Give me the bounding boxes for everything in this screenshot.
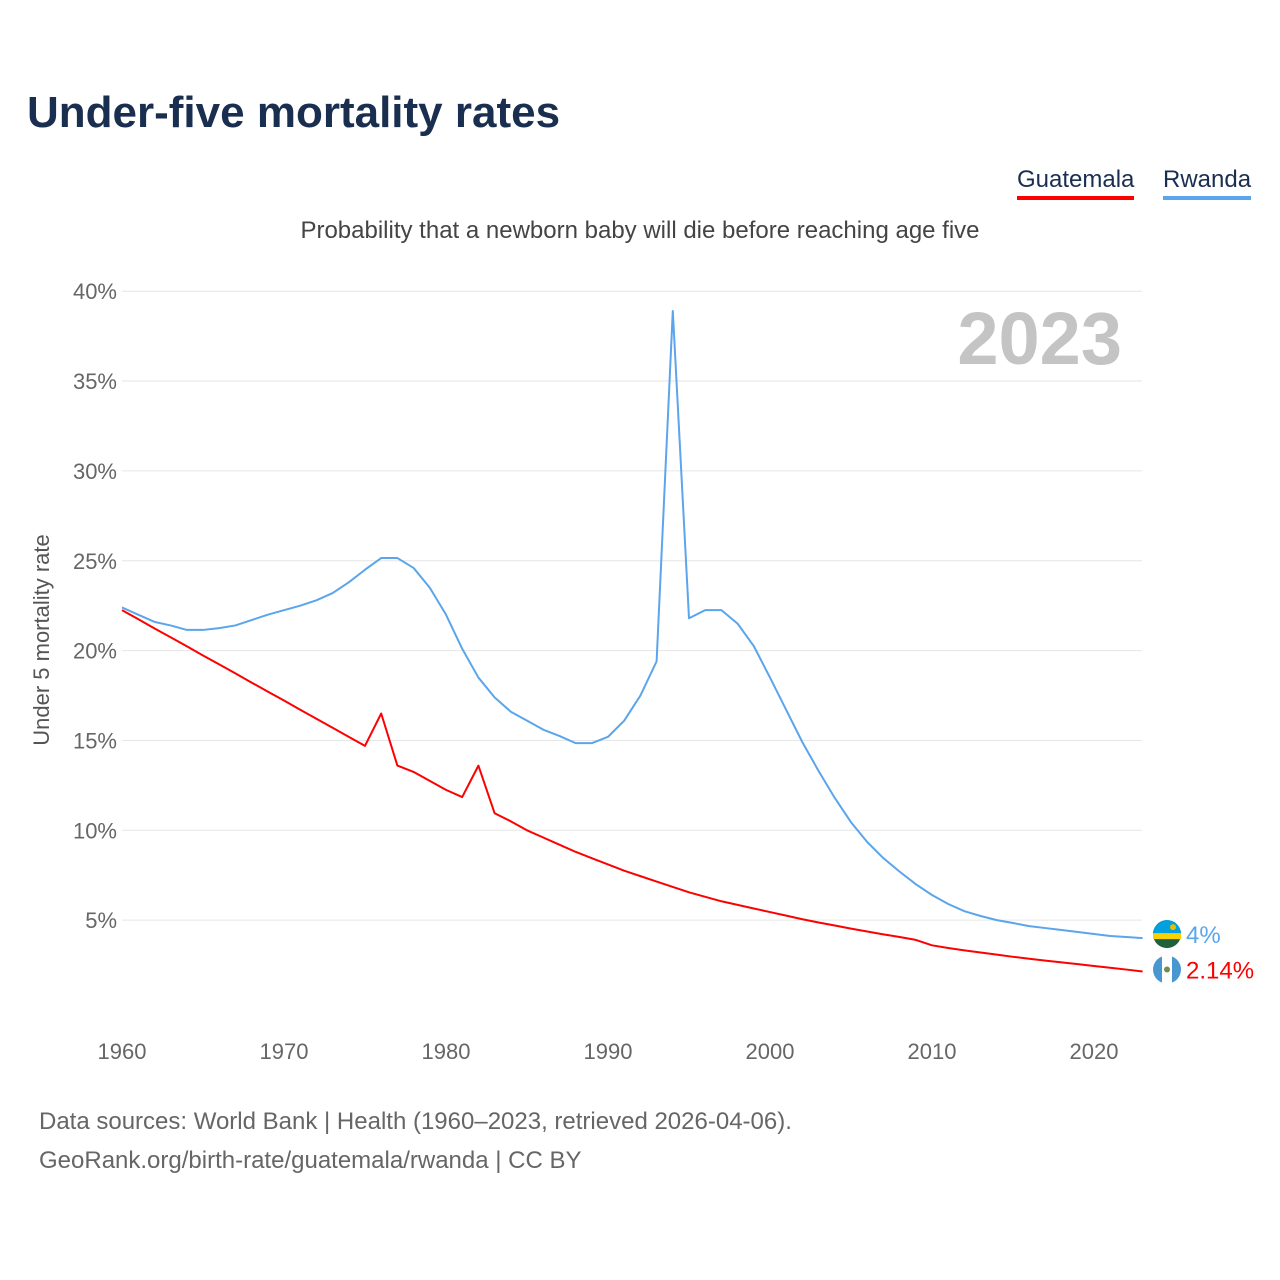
legend-guatemala[interactable]: Guatemala: [1017, 166, 1135, 200]
flag-sun: [1170, 924, 1176, 931]
current-year-label: 2023: [957, 297, 1122, 380]
end-value-label-guatemala: 2.14%: [1186, 958, 1254, 985]
y-tick-label: 5%: [85, 908, 117, 933]
y-tick-label: 10%: [73, 818, 117, 843]
y-tick-label: 40%: [73, 279, 117, 304]
legend-rwanda[interactable]: Rwanda: [1163, 166, 1252, 200]
series-line-rwanda: [121, 309, 1143, 940]
x-tick-label: 1980: [422, 1039, 471, 1064]
source-line-2[interactable]: GeoRank.org/birth-rate/guatemala/rwanda …: [39, 1147, 582, 1174]
flag-part: [1153, 933, 1181, 940]
x-tick-label: 1960: [98, 1039, 147, 1064]
y-tick-label: 15%: [73, 728, 117, 753]
y-tick-label: 25%: [73, 549, 117, 574]
end-value-label-rwanda: 4%: [1186, 922, 1221, 949]
x-tick-label: 2010: [908, 1039, 957, 1064]
flag-emblem: [1164, 966, 1170, 973]
source-line-1: Data sources: World Bank | Health (1960–…: [39, 1108, 792, 1135]
chart-subtitle: Probability that a newborn baby will die…: [300, 217, 980, 244]
y-axis-label: Under 5 mortality rate: [29, 534, 54, 746]
y-tick-label: 20%: [73, 639, 117, 664]
y-tick-label: 35%: [73, 369, 117, 394]
chart-title: Under-five mortality rates: [27, 88, 561, 137]
y-tick-label: 30%: [73, 459, 117, 484]
x-tick-label: 1990: [584, 1039, 633, 1064]
x-tick-label: 2000: [746, 1039, 795, 1064]
series-line-guatemala: [121, 609, 1143, 973]
x-tick-label: 1970: [260, 1039, 309, 1064]
flag-part: [1153, 920, 1181, 935]
x-tick-label: 2020: [1070, 1039, 1119, 1064]
